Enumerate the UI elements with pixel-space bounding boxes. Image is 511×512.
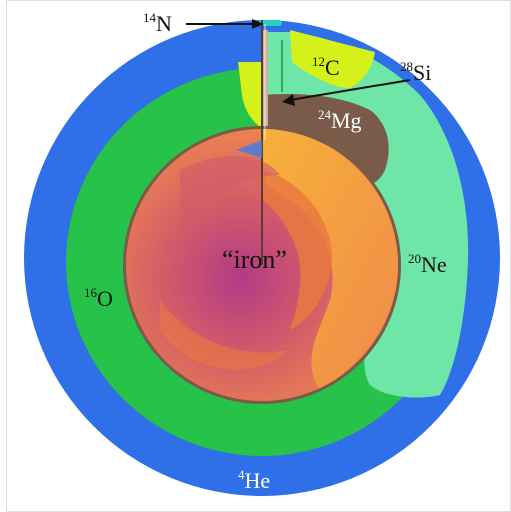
magnesium-label: 24Mg [318,107,362,133]
carbon-patch-left [238,62,262,128]
silicon-label: 28Si [400,59,431,85]
core-artifact [236,140,262,158]
oxygen-label: 16O [84,285,113,311]
iron-label: “iron” [222,245,287,274]
neon-label: 20Ne [408,251,447,277]
iron-core-right [160,129,398,390]
nitrogen-arrow [186,19,264,29]
carbon-region [290,30,375,88]
composition-slice [262,30,469,398]
carbon-label: 12C [312,54,340,80]
nitrogen-label: 14N [143,10,172,36]
neon-region [262,32,469,398]
helium-label: 4He [238,467,270,493]
magnesium-region [262,93,389,186]
nitrogen-cap [258,20,282,26]
silicon-arrow [282,79,411,106]
